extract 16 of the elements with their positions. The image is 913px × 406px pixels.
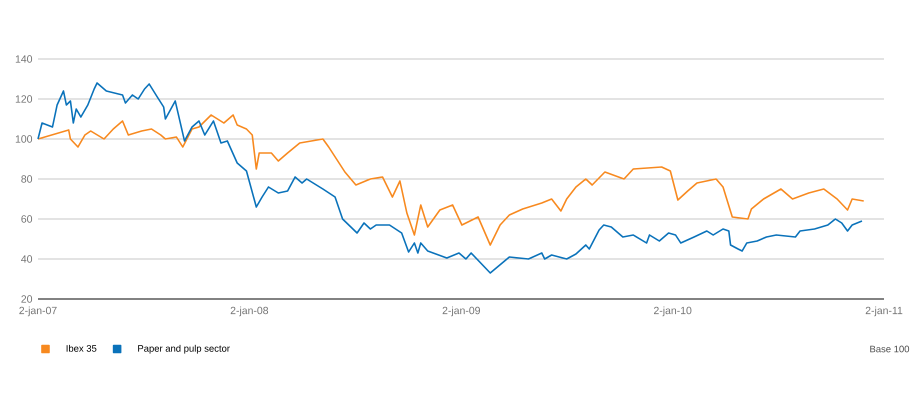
y-tick-label: 40: [21, 255, 32, 263]
line-series: [37, 114, 865, 246]
y-tick-label: 140: [16, 55, 32, 63]
x-tick-label: 2-jan-11: [866, 306, 902, 316]
y-tick-label: 100: [16, 135, 32, 143]
x-tick-label: 2-jan-08: [230, 306, 268, 316]
x-tick-label: 2-jan-07: [19, 306, 57, 316]
y-tick-label: 60: [21, 215, 32, 223]
x-tick-label: 2-jan-09: [442, 306, 480, 316]
x-tick-label: 2-jan-10: [654, 306, 692, 316]
y-tick-label: 20: [21, 295, 32, 303]
y-tick-label: 120: [16, 95, 32, 103]
text: Base 100: [870, 346, 910, 352]
legend-label: Ibex 35: [66, 344, 96, 352]
y-tick-label: 80: [21, 175, 32, 183]
legend-label: Paper and pulp sector: [138, 344, 230, 354]
